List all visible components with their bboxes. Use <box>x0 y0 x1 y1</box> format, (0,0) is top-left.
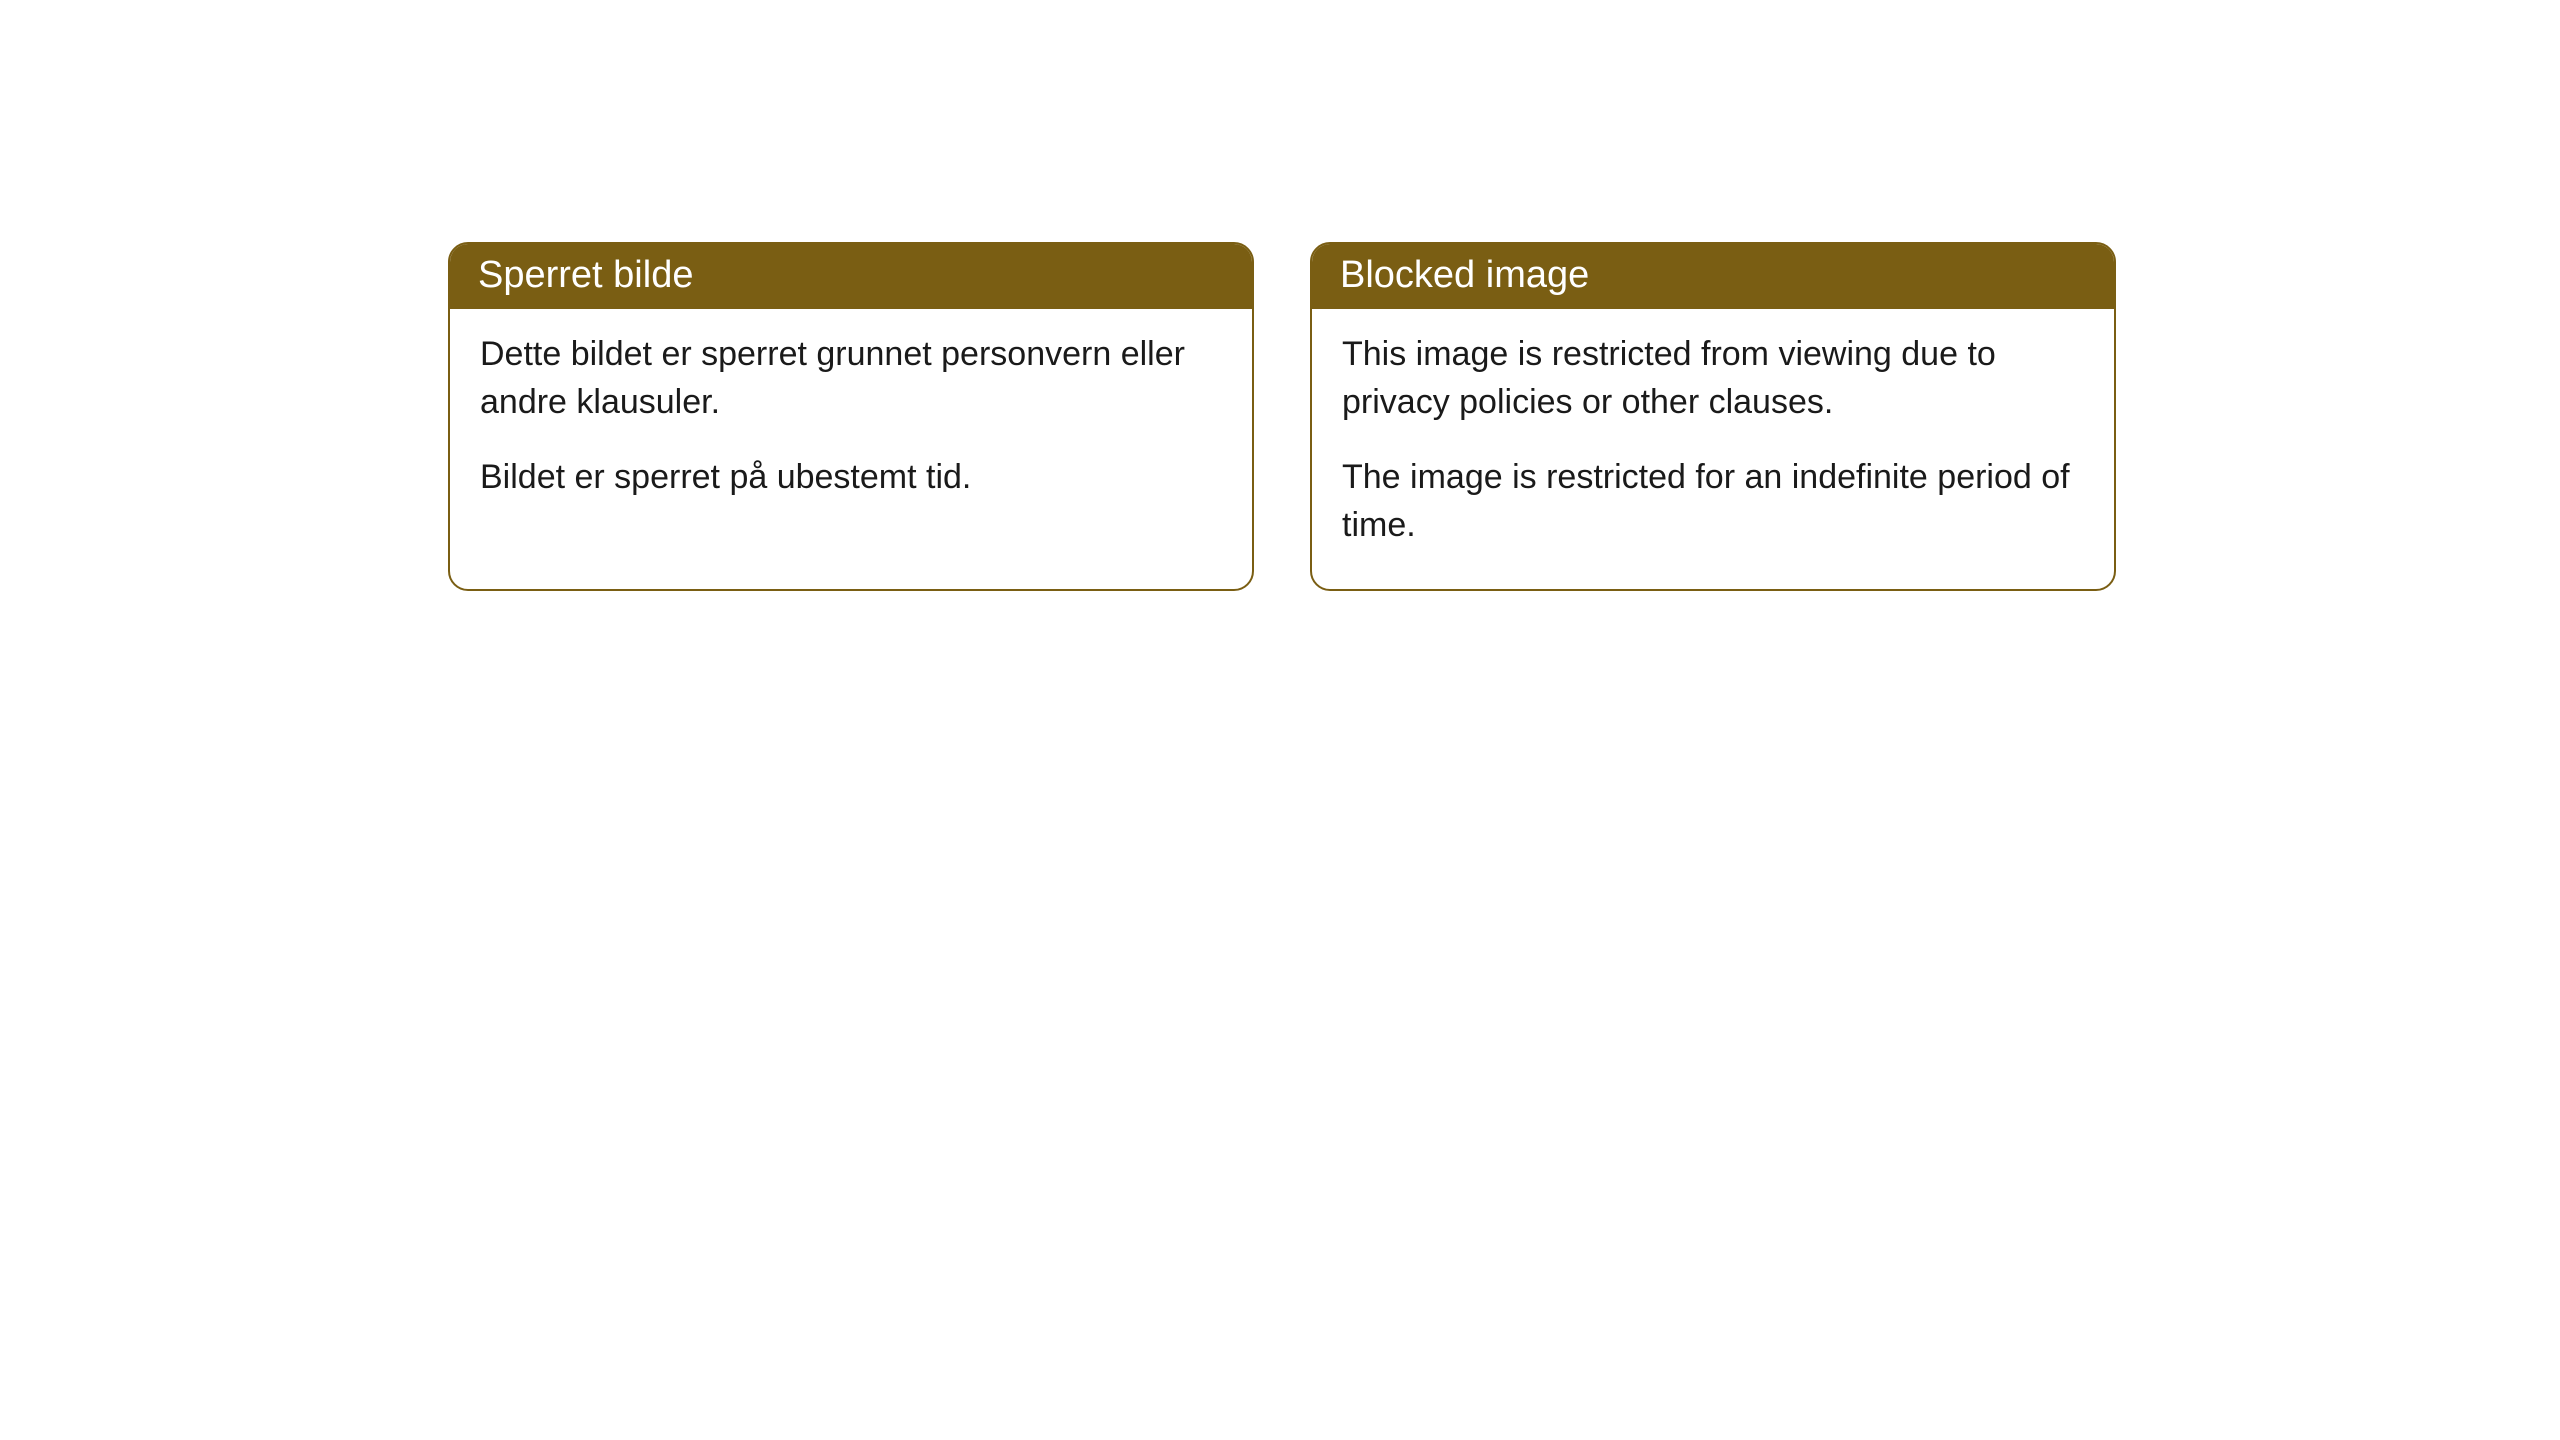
card-body-en: This image is restricted from viewing du… <box>1312 309 2114 589</box>
card-paragraph-en-1: This image is restricted from viewing du… <box>1342 331 2084 426</box>
card-header-en: Blocked image <box>1312 244 2114 309</box>
card-title-en: Blocked image <box>1340 254 1589 296</box>
card-paragraph-no-1: Dette bildet er sperret grunnet personve… <box>480 331 1222 426</box>
card-body-no: Dette bildet er sperret grunnet personve… <box>450 309 1252 542</box>
card-paragraph-no-2: Bildet er sperret på ubestemt tid. <box>480 454 1222 502</box>
blocked-image-card-no: Sperret bilde Dette bildet er sperret gr… <box>448 242 1254 591</box>
card-header-no: Sperret bilde <box>450 244 1252 309</box>
card-paragraph-en-2: The image is restricted for an indefinit… <box>1342 454 2084 549</box>
blocked-image-card-en: Blocked image This image is restricted f… <box>1310 242 2116 591</box>
card-title-no: Sperret bilde <box>478 254 693 296</box>
notice-container: Sperret bilde Dette bildet er sperret gr… <box>0 0 2560 591</box>
